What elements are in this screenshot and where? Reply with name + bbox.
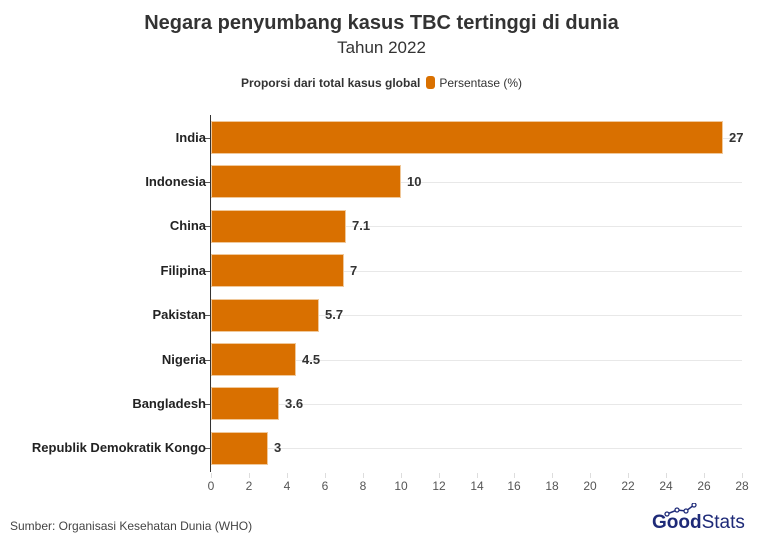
x-axis-tick xyxy=(287,473,288,478)
value-label: 5.7 xyxy=(325,307,344,322)
x-axis-tick-label: 10 xyxy=(394,479,408,493)
y-axis-tick xyxy=(204,448,210,449)
value-label: 7.1 xyxy=(352,218,371,233)
x-axis-tick-label: 6 xyxy=(321,479,329,493)
legend-title: Proporsi dari total kasus global xyxy=(240,76,421,90)
logo-text-bold: Good xyxy=(652,512,702,533)
bar[interactable] xyxy=(211,387,279,420)
x-axis-tick-label: 12 xyxy=(432,479,446,493)
logo-text-light: Stats xyxy=(701,512,745,533)
x-axis-tick xyxy=(514,473,515,478)
value-label: 10 xyxy=(407,174,422,189)
x-axis-tick xyxy=(590,473,591,478)
x-axis-tick xyxy=(401,473,402,478)
value-label: 3.6 xyxy=(285,396,304,411)
gridline xyxy=(211,182,742,183)
x-axis-tick-label: 24 xyxy=(659,479,673,493)
x-axis-tick-label: 28 xyxy=(735,479,749,493)
x-axis-tick-label: 22 xyxy=(621,479,635,493)
x-axis-tick-label: 16 xyxy=(507,479,521,493)
x-axis-tick-label: 14 xyxy=(470,479,484,493)
logo-graph-icon xyxy=(664,503,697,517)
x-axis-tick xyxy=(439,473,440,478)
x-axis-tick xyxy=(704,473,705,478)
gridline xyxy=(211,226,742,227)
y-axis-tick xyxy=(204,182,210,183)
chart-title: Negara penyumbang kasus TBC tertinggi di… xyxy=(144,12,619,34)
source-note: Sumber: Organisasi Kesehatan Dunia (WHO) xyxy=(10,519,253,533)
x-axis-tick xyxy=(628,473,629,478)
legend: Proporsi dari total kasus global Persenta… xyxy=(0,76,763,90)
x-axis-tick xyxy=(666,473,667,478)
legend-swatch xyxy=(426,76,436,89)
x-axis-tick xyxy=(211,473,212,478)
goodstats-logo: GoodStats xyxy=(652,503,745,534)
gridline xyxy=(211,448,742,449)
x-axis-tick xyxy=(552,473,553,478)
gridline xyxy=(211,360,742,361)
gridline xyxy=(211,315,742,316)
y-axis-tick xyxy=(204,404,210,405)
x-axis-tick xyxy=(742,473,743,478)
x-axis-tick xyxy=(325,473,326,478)
bar[interactable] xyxy=(211,210,346,243)
x-axis-tick-label: 20 xyxy=(583,479,597,493)
value-label: 27 xyxy=(729,130,744,145)
value-label: 4.5 xyxy=(302,352,321,367)
x-axis-tick-label: 2 xyxy=(245,479,253,493)
value-label: 3 xyxy=(274,440,282,455)
y-axis-tick xyxy=(204,315,210,316)
y-axis-tick xyxy=(204,360,210,361)
x-axis-tick-label: 26 xyxy=(697,479,711,493)
gridline xyxy=(211,404,742,405)
legend-series-label: Persentase (%) xyxy=(439,76,523,90)
bar[interactable] xyxy=(211,254,344,287)
x-axis-tick-label: 0 xyxy=(207,479,215,493)
value-label: 7 xyxy=(350,263,358,278)
category-label: India xyxy=(175,130,206,145)
x-axis-tick-label: 4 xyxy=(283,479,291,493)
category-label: Filipina xyxy=(160,263,207,278)
category-label: Nigeria xyxy=(161,352,206,367)
y-axis-tick xyxy=(204,138,210,139)
category-label: Pakistan xyxy=(152,307,206,322)
y-axis-tick xyxy=(204,226,210,227)
category-label: Republik Demokratik Kongo xyxy=(31,440,206,455)
y-axis-line xyxy=(210,115,211,472)
y-axis-tick xyxy=(204,271,210,272)
bar[interactable] xyxy=(211,299,319,332)
chart-subtitle: Tahun 2022 xyxy=(337,38,426,57)
x-axis-tick xyxy=(477,473,478,478)
gridline xyxy=(211,271,742,272)
x-axis-tick xyxy=(363,473,364,478)
category-label: Indonesia xyxy=(145,174,206,189)
x-axis-tick xyxy=(249,473,250,478)
bar[interactable] xyxy=(211,343,296,376)
category-label: China xyxy=(169,218,206,233)
bar[interactable] xyxy=(211,121,723,154)
bar[interactable] xyxy=(211,165,401,198)
x-axis-tick-label: 8 xyxy=(359,479,367,493)
category-label: Bangladesh xyxy=(132,396,206,411)
bar[interactable] xyxy=(211,432,268,465)
x-axis-tick-label: 18 xyxy=(545,479,559,493)
